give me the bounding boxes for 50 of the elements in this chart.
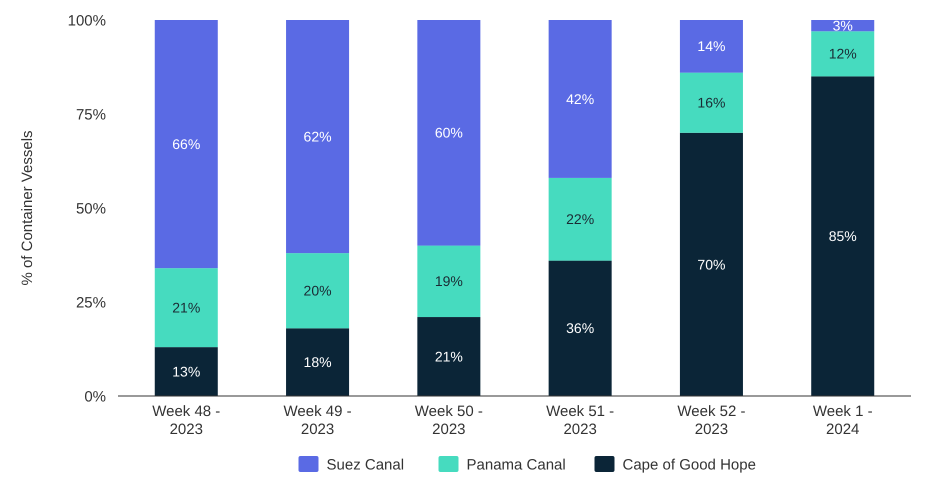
y-tick-label: 50% xyxy=(76,200,106,218)
data-label: 21% xyxy=(434,348,463,364)
data-label: 18% xyxy=(304,354,332,370)
bar xyxy=(548,20,612,178)
x-tick-label: Week 48 - 2023 xyxy=(152,403,220,438)
bar xyxy=(286,253,350,328)
y-axis-title: % of Container Vessels xyxy=(19,130,36,286)
data-label: 66% xyxy=(172,136,200,152)
data-label: 70% xyxy=(697,256,726,272)
legend-label: Suez Canal xyxy=(326,456,404,474)
bar xyxy=(680,132,743,396)
x-tick-label: Week 49 - 2023 xyxy=(284,403,352,438)
bar xyxy=(154,347,218,396)
data-label: 20% xyxy=(304,282,332,299)
data-label: 21% xyxy=(172,300,200,316)
bar xyxy=(154,20,218,268)
bar xyxy=(286,328,350,396)
x-tick-label: Week 1 - 2024 xyxy=(812,403,873,438)
bar xyxy=(417,20,480,246)
data-label: 13% xyxy=(172,363,200,380)
data-label: 3% xyxy=(832,18,853,34)
bar xyxy=(811,76,874,396)
data-label: 60% xyxy=(434,124,463,141)
data-label: 62% xyxy=(304,128,332,144)
y-tick-label: 100% xyxy=(68,12,106,30)
bar xyxy=(286,20,350,254)
bar xyxy=(811,31,874,76)
bar xyxy=(680,72,743,133)
data-label: 22% xyxy=(566,211,594,228)
data-label: 36% xyxy=(566,320,594,336)
bar xyxy=(548,178,612,261)
data-label: 19% xyxy=(434,273,463,290)
x-tick-label: Week 50 - 2023 xyxy=(414,403,483,438)
x-tick-label: Week 52 - 2023 xyxy=(677,403,746,438)
legend-label: Cape of Good Hope xyxy=(622,456,756,474)
bar xyxy=(154,268,218,348)
y-tick-label: 25% xyxy=(76,294,106,312)
bar xyxy=(680,20,743,73)
data-label: 14% xyxy=(697,38,726,54)
data-label: 12% xyxy=(828,46,857,62)
data-label: 16% xyxy=(697,94,726,111)
data-label: 42% xyxy=(566,90,594,107)
legend-label: Panama Canal xyxy=(466,456,566,474)
y-tick-label: 0% xyxy=(84,388,106,406)
bar xyxy=(417,317,480,396)
x-tick-label: Week 51 - 2023 xyxy=(546,403,614,438)
data-label: 85% xyxy=(828,228,857,244)
y-tick-label: 75% xyxy=(76,106,106,124)
bar xyxy=(548,260,612,396)
bar xyxy=(417,246,480,318)
